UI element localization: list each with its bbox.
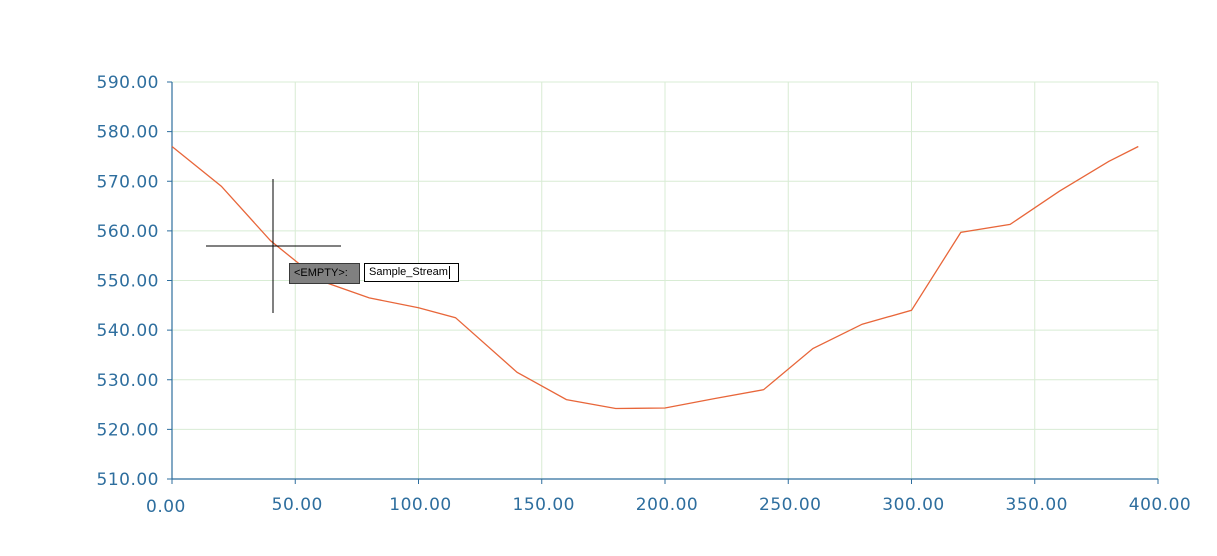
chart-series: [171, 145, 1139, 410]
y-tick-label: 540.00: [97, 321, 159, 341]
command-input-field[interactable]: Sample_Stream: [364, 263, 459, 282]
x-tick-label: 350.00: [1006, 495, 1068, 515]
chart-axes: [167, 81, 1159, 484]
x-tick-label: 250.00: [759, 495, 821, 515]
x-tick-label: 100.00: [389, 495, 451, 515]
x-tick-label: 300.00: [882, 495, 944, 515]
y-tick-label: 560.00: [97, 222, 159, 242]
x-axis-tick-labels: 0.00 50.00 100.00 150.00 200.00 250.00 300.00 3…: [146, 495, 1191, 517]
y-tick-label: 520.00: [97, 420, 159, 440]
command-prompt-label: <EMPTY>:: [289, 263, 360, 284]
x-tick-label: 50.00: [272, 495, 323, 515]
x-tick-label: 400.00: [1129, 495, 1191, 515]
y-tick-label: 580.00: [97, 123, 159, 143]
series-line: [171, 145, 1139, 410]
y-axis-tick-labels: 510.00 520.00 530.00 540.00 550.00 560.00 570.…: [97, 73, 159, 490]
y-tick-label: 550.00: [97, 272, 159, 292]
x-tick-label: 200.00: [636, 495, 698, 515]
x-tick-label: 0.00: [146, 497, 186, 517]
y-tick-label: 510.00: [97, 470, 159, 490]
crosshair-cursor: [206, 179, 341, 313]
y-tick-label: 590.00: [97, 73, 159, 93]
x-tick-label: 150.00: [513, 495, 575, 515]
y-tick-label: 530.00: [97, 371, 159, 391]
y-tick-label: 570.00: [97, 172, 159, 192]
text-caret: [448, 265, 450, 279]
prompt-label-text: <EMPTY>:: [294, 267, 348, 279]
input-value-text: Sample_Stream: [369, 266, 448, 278]
